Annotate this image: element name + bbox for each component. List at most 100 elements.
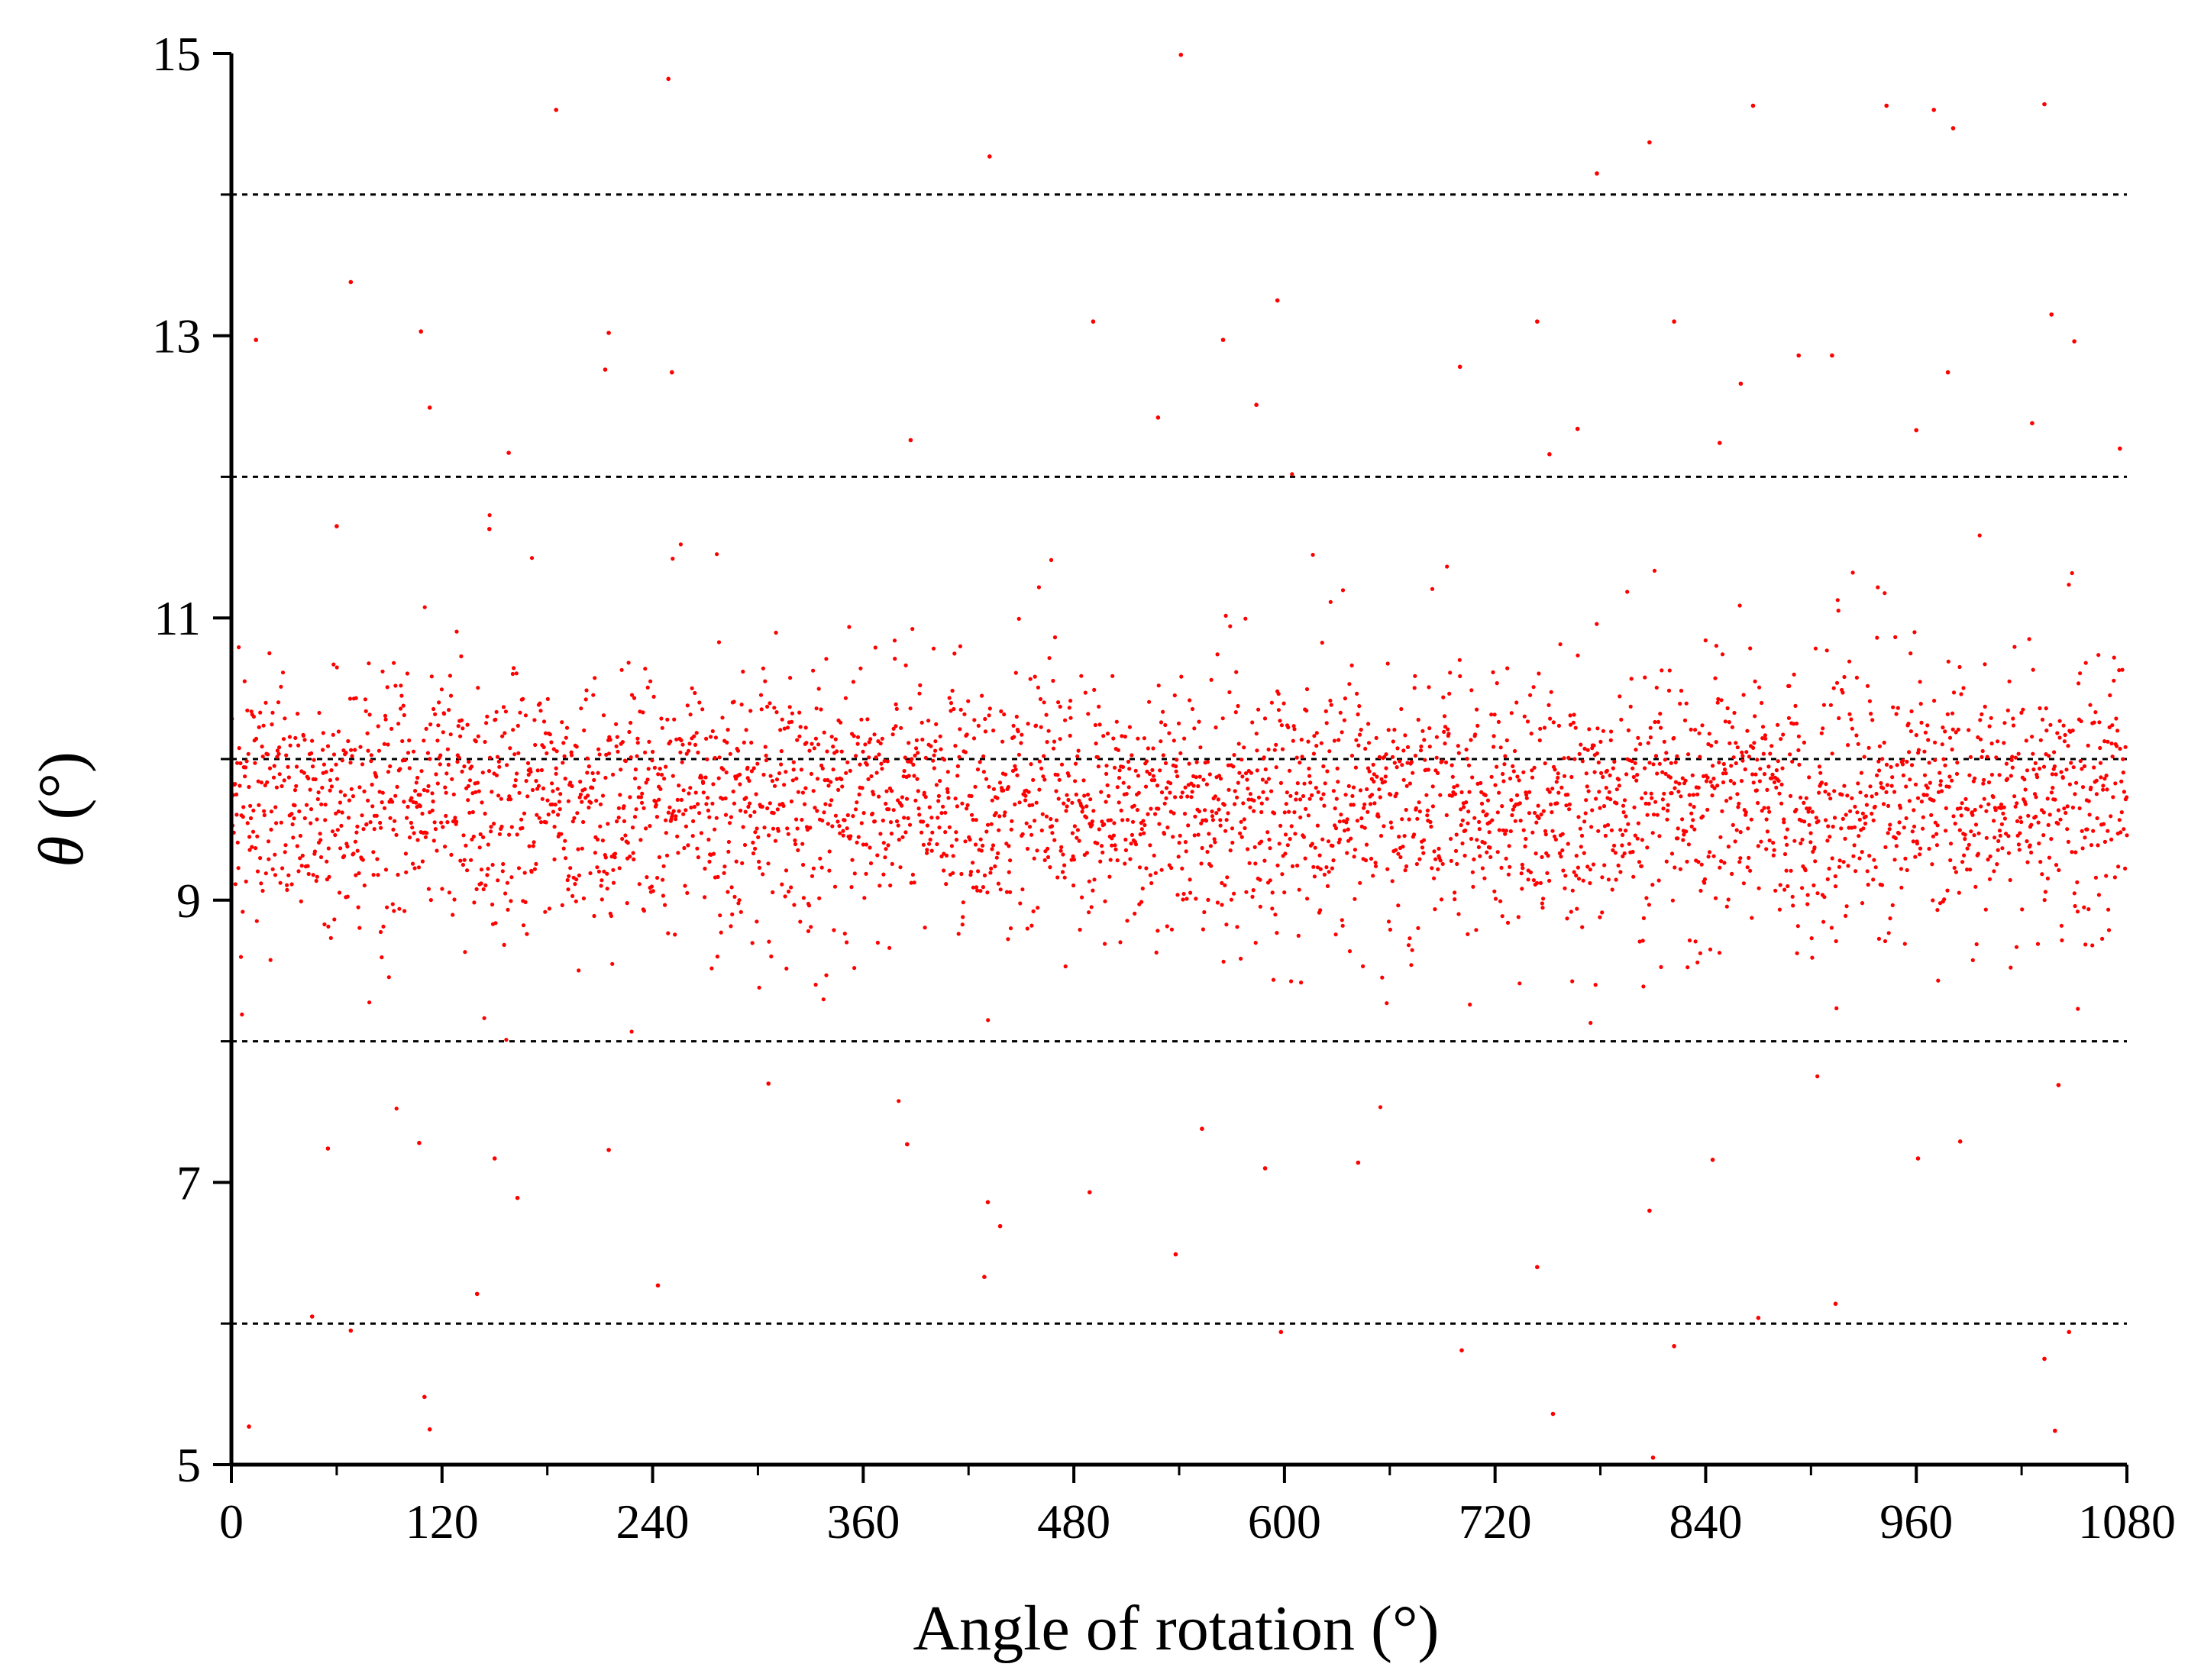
data-point xyxy=(938,734,942,738)
data-point xyxy=(1732,781,1737,786)
data-point xyxy=(467,778,473,783)
data-point xyxy=(1149,880,1154,886)
data-point xyxy=(1786,884,1790,889)
data-point xyxy=(1656,719,1661,725)
data-point xyxy=(1108,858,1113,862)
data-point xyxy=(1899,885,1904,890)
data-point xyxy=(448,674,453,678)
data-point xyxy=(476,686,480,690)
data-point xyxy=(2034,814,2038,819)
data-point xyxy=(1779,801,1784,806)
data-point xyxy=(1298,797,1303,802)
data-point xyxy=(1647,801,1651,806)
data-point xyxy=(1358,880,1362,885)
data-point xyxy=(686,843,690,848)
data-point xyxy=(1811,883,1816,887)
data-point xyxy=(822,810,826,815)
data-point xyxy=(1503,754,1508,758)
data-point xyxy=(1998,833,2002,838)
data-point xyxy=(1832,789,1837,793)
data-point xyxy=(1342,718,1346,722)
data-point xyxy=(925,851,929,855)
data-point xyxy=(1247,861,1252,865)
data-point xyxy=(323,818,328,822)
data-point xyxy=(1718,835,1723,839)
data-point xyxy=(1009,827,1013,832)
data-point xyxy=(248,803,253,808)
data-point xyxy=(1155,783,1160,788)
data-point xyxy=(350,754,354,758)
data-point xyxy=(1462,805,1466,809)
data-point xyxy=(1163,761,1168,766)
data-point xyxy=(866,777,871,782)
data-point xyxy=(988,871,993,875)
data-point xyxy=(1388,820,1393,825)
data-point xyxy=(616,749,620,754)
data-point xyxy=(386,770,391,774)
data-point xyxy=(1753,714,1757,719)
data-point xyxy=(353,748,357,752)
data-point xyxy=(855,735,861,739)
data-point xyxy=(1628,704,1633,709)
data-point xyxy=(1799,795,1803,800)
data-point xyxy=(247,784,251,790)
data-point xyxy=(1169,866,1174,871)
data-point xyxy=(598,802,603,806)
data-point xyxy=(599,884,603,888)
data-point xyxy=(1702,880,1707,885)
data-point xyxy=(664,764,668,769)
data-point xyxy=(1193,814,1197,819)
data-point xyxy=(1239,758,1244,762)
data-point xyxy=(1980,712,1984,717)
data-point xyxy=(1136,774,1141,778)
data-point xyxy=(1856,741,1860,746)
data-point xyxy=(1541,809,1546,813)
data-point xyxy=(1828,796,1833,801)
data-point xyxy=(627,729,632,735)
data-point xyxy=(679,797,684,803)
data-point xyxy=(980,693,984,698)
data-point xyxy=(326,846,331,851)
data-point xyxy=(1054,818,1059,822)
data-point xyxy=(755,826,759,831)
data-point xyxy=(1989,741,1994,746)
data-point xyxy=(951,871,955,875)
data-point xyxy=(1416,926,1420,930)
data-point xyxy=(989,866,994,871)
data-point xyxy=(614,722,619,726)
data-point xyxy=(1443,741,1447,746)
data-point xyxy=(249,709,254,714)
data-point xyxy=(651,889,655,893)
data-point xyxy=(323,803,328,807)
data-point xyxy=(958,644,962,649)
data-point xyxy=(719,930,723,935)
data-point xyxy=(531,844,535,848)
data-point xyxy=(332,917,337,922)
data-point xyxy=(1236,780,1240,785)
data-point xyxy=(674,814,678,819)
data-point xyxy=(1007,844,1011,848)
data-point xyxy=(1887,827,1892,832)
data-point xyxy=(1197,774,1202,779)
data-point xyxy=(241,909,245,914)
data-point xyxy=(1563,874,1568,878)
data-point xyxy=(1469,688,1474,693)
data-point xyxy=(518,710,522,715)
data-point xyxy=(1127,725,1132,729)
data-point xyxy=(521,696,525,701)
data-point xyxy=(1218,823,1223,828)
data-point xyxy=(996,881,1000,886)
data-point xyxy=(2061,723,2066,728)
data-point xyxy=(2060,775,2065,780)
data-point xyxy=(959,871,964,877)
data-point xyxy=(512,752,517,757)
data-point xyxy=(1199,861,1204,866)
data-point xyxy=(620,836,625,842)
data-point xyxy=(1543,832,1548,837)
data-point xyxy=(770,779,775,783)
data-point xyxy=(490,902,495,907)
data-point xyxy=(1432,876,1437,880)
data-point xyxy=(1188,698,1192,703)
data-point xyxy=(1295,863,1300,868)
data-point xyxy=(521,923,526,928)
